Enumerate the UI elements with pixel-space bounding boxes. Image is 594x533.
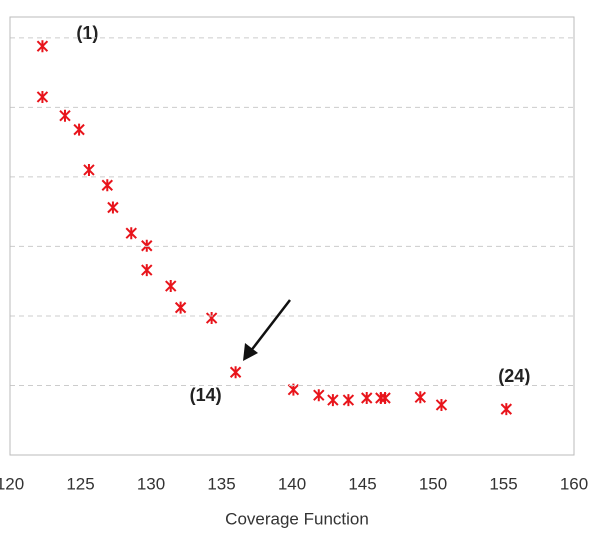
data-point bbox=[101, 179, 113, 192]
data-point bbox=[375, 391, 387, 404]
x-tick-label: 155 bbox=[489, 474, 517, 493]
data-point bbox=[174, 301, 187, 314]
x-tick-label: 160 bbox=[560, 474, 588, 493]
x-tick-label: 140 bbox=[278, 474, 306, 493]
data-point bbox=[36, 90, 49, 103]
plot-frame bbox=[9, 16, 575, 456]
data-point bbox=[414, 391, 427, 404]
arrow-head bbox=[243, 343, 258, 361]
data-point bbox=[361, 391, 373, 404]
data-point bbox=[313, 389, 325, 402]
annotation: (1) bbox=[76, 23, 98, 43]
arrow bbox=[249, 299, 291, 353]
x-tick-label: 130 bbox=[137, 474, 165, 493]
data-point bbox=[107, 201, 119, 214]
data-point bbox=[205, 312, 218, 325]
x-tick-label: 135 bbox=[207, 474, 235, 493]
annotation: (14) bbox=[190, 385, 222, 405]
annotation: (24) bbox=[498, 366, 530, 386]
data-point bbox=[59, 109, 71, 122]
data-point bbox=[500, 403, 513, 416]
data-point bbox=[327, 394, 339, 407]
x-tick-label: 150 bbox=[419, 474, 447, 493]
data-point bbox=[229, 366, 242, 379]
data-point bbox=[36, 40, 49, 53]
data-point bbox=[141, 264, 153, 277]
data-point bbox=[125, 227, 137, 240]
data-point bbox=[73, 123, 85, 136]
data-point bbox=[435, 398, 448, 411]
data-point bbox=[141, 239, 153, 252]
data-point bbox=[83, 163, 95, 176]
data-point bbox=[342, 394, 355, 407]
x-tick-label: 120 bbox=[0, 474, 24, 493]
data-point bbox=[165, 280, 177, 293]
x-tick-label: 125 bbox=[66, 474, 94, 493]
x-tick-label: 145 bbox=[348, 474, 376, 493]
x-axis-label: Coverage Function bbox=[225, 509, 369, 528]
